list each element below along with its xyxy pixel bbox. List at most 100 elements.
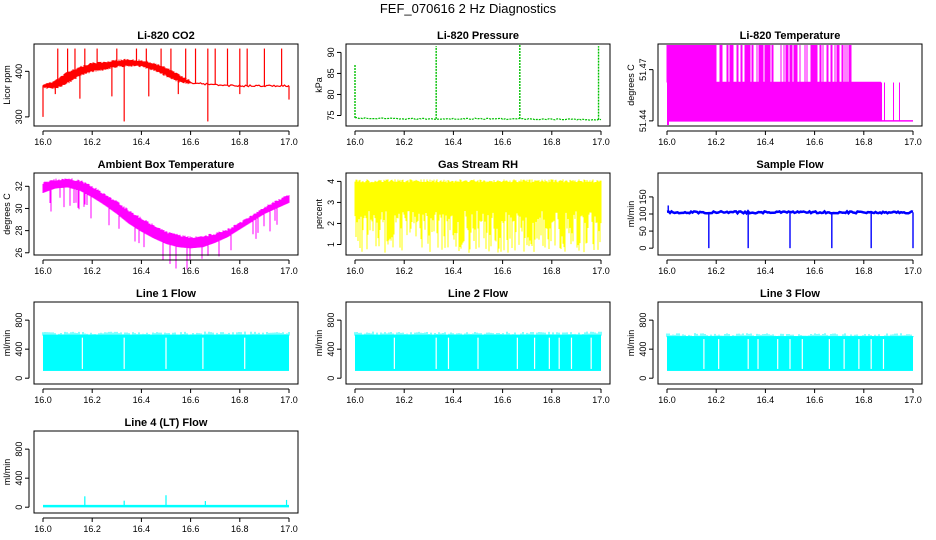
x-axis: 16.0 16.2 16.4 16.6 16.8 17.0 xyxy=(658,259,922,276)
y-axis: 0 400 800 xyxy=(638,313,654,381)
y-axis-label: ml/min xyxy=(314,330,324,357)
x-tick-label: 16.8 xyxy=(543,266,561,276)
plot-data xyxy=(354,179,602,253)
x-tick-label: 16.0 xyxy=(658,137,676,147)
flow-top-noise xyxy=(666,333,914,338)
x-tick-label: 17.0 xyxy=(904,137,922,147)
y-axis: 0 400 800 xyxy=(326,313,342,381)
x-tick-label: 17.0 xyxy=(280,137,298,147)
plot-data xyxy=(42,48,290,122)
x-tick-label: 16.8 xyxy=(855,395,873,405)
plot-frame xyxy=(33,172,299,256)
chart-title: Li-820 Pressure xyxy=(437,30,519,42)
x-tick-label: 16.4 xyxy=(133,524,151,534)
y-axis: 1 2 3 4 xyxy=(326,179,342,247)
plot-data xyxy=(354,331,602,371)
y-axis-label: degrees C xyxy=(2,193,12,235)
x-tick-label: 16.0 xyxy=(658,395,676,405)
x-tick-label: 16.2 xyxy=(83,524,101,534)
x-axis: 16.0 16.2 16.4 16.6 16.8 17.0 xyxy=(346,388,610,405)
x-tick-label: 16.2 xyxy=(83,395,101,405)
x-axis: 16.0 16.2 16.4 16.6 16.8 17.0 xyxy=(34,517,298,534)
plot-frame xyxy=(33,301,299,385)
plot-frame xyxy=(657,301,923,385)
x-tick-label: 17.0 xyxy=(280,524,298,534)
x-tick-label: 16.6 xyxy=(182,395,200,405)
chart-title: Line 4 (LT) Flow xyxy=(125,417,208,429)
x-tick-label: 16.6 xyxy=(494,266,512,276)
y-tick-label: 400 xyxy=(638,342,648,357)
y-tick-label: 800 xyxy=(326,313,336,328)
y-tick-label: 51.47 xyxy=(638,58,648,81)
x-tick-label: 16.2 xyxy=(707,395,725,405)
x-tick-label: 17.0 xyxy=(904,266,922,276)
x-tick-label: 16.0 xyxy=(34,524,52,534)
x-tick-label: 16.0 xyxy=(658,266,676,276)
x-tick-label: 16.2 xyxy=(707,137,725,147)
x-tick-label: 16.8 xyxy=(231,395,249,405)
x-tick-label: 16.4 xyxy=(133,137,151,147)
y-tick-label: 2 xyxy=(326,221,336,226)
x-tick-label: 16.6 xyxy=(182,137,200,147)
x-tick-label: 16.0 xyxy=(346,395,364,405)
plot-frame xyxy=(345,301,611,385)
y-tick-label: 150 xyxy=(638,189,648,204)
x-tick-label: 16.0 xyxy=(34,137,52,147)
y-tick-label: 1 xyxy=(326,242,336,247)
y-axis: 0 50 100 150 xyxy=(638,189,654,251)
y-tick-label: 51.44 xyxy=(638,110,648,133)
y-axis: 0 400 800 xyxy=(14,442,30,510)
x-tick-label: 17.0 xyxy=(904,395,922,405)
y-axis-label: kPa xyxy=(314,77,324,93)
plot-data xyxy=(42,331,290,371)
flow-top-noise xyxy=(354,331,602,336)
x-tick-label: 16.2 xyxy=(395,395,413,405)
x-tick-label: 17.0 xyxy=(280,266,298,276)
x-tick-label: 17.0 xyxy=(592,137,610,147)
x-axis: 16.0 16.2 16.4 16.6 16.8 17.0 xyxy=(658,130,922,147)
chart-9: Line 3 Flow ml/min 16.0 16.2 16.4 16.6 16.8 17.… xyxy=(626,288,923,405)
x-tick-label: 16.8 xyxy=(855,266,873,276)
temperature-upper-bars xyxy=(666,45,900,121)
x-tick-label: 16.0 xyxy=(346,137,364,147)
x-tick-label: 16.8 xyxy=(231,137,249,147)
x-tick-label: 16.8 xyxy=(231,524,249,534)
x-tick-label: 16.8 xyxy=(231,266,249,276)
x-tick-label: 16.4 xyxy=(757,395,775,405)
figure-title: FEF_070616 2 Hz Diagnostics xyxy=(379,1,557,16)
chart-title: Sample Flow xyxy=(756,159,824,171)
chart-7: Line 1 Flow ml/min 16.0 16.2 16.4 16.6 16.8 17.… xyxy=(2,288,299,405)
plot-frame xyxy=(657,43,923,127)
x-axis: 16.0 16.2 16.4 16.6 16.8 17.0 xyxy=(346,259,610,276)
x-tick-label: 16.6 xyxy=(182,524,200,534)
plot-data xyxy=(666,45,913,125)
y-tick-label: 75 xyxy=(326,110,336,120)
series-co2-baseline xyxy=(42,61,290,88)
x-tick-label: 16.2 xyxy=(83,266,101,276)
chart-title: Ambient Box Temperature xyxy=(98,159,235,171)
y-tick-label: 3 xyxy=(326,200,336,205)
x-axis: 16.0 16.2 16.4 16.6 16.8 17.0 xyxy=(34,388,298,405)
y-tick-label: 400 xyxy=(14,342,24,357)
plot-frame xyxy=(657,172,923,256)
x-tick-label: 16.4 xyxy=(757,137,775,147)
chart-6: Sample Flow ml/min 16.0 16.2 16.4 16.6 16.8 17.… xyxy=(626,159,923,276)
y-tick-label: 400 xyxy=(14,64,24,79)
chart-title: Line 2 Flow xyxy=(448,288,508,300)
temperature-fill-lower xyxy=(667,82,882,121)
x-tick-label: 16.2 xyxy=(83,137,101,147)
x-tick-label: 16.2 xyxy=(395,266,413,276)
x-axis: 16.0 16.2 16.4 16.6 16.8 17.0 xyxy=(34,259,298,276)
y-axis-label: Licor ppm xyxy=(2,65,12,105)
y-tick-label: 32 xyxy=(14,181,24,191)
y-tick-label: 0 xyxy=(14,505,24,510)
y-axis: 51.44 51.47 xyxy=(638,58,654,133)
chart-title: Line 3 Flow xyxy=(760,288,820,300)
y-tick-label: 28 xyxy=(14,226,24,236)
chart-4: Ambient Box Temperature degrees C 16.0 16.2… xyxy=(2,159,299,276)
x-tick-label: 16.0 xyxy=(346,266,364,276)
x-tick-label: 16.2 xyxy=(707,266,725,276)
y-axis-label: degrees C xyxy=(626,64,636,106)
